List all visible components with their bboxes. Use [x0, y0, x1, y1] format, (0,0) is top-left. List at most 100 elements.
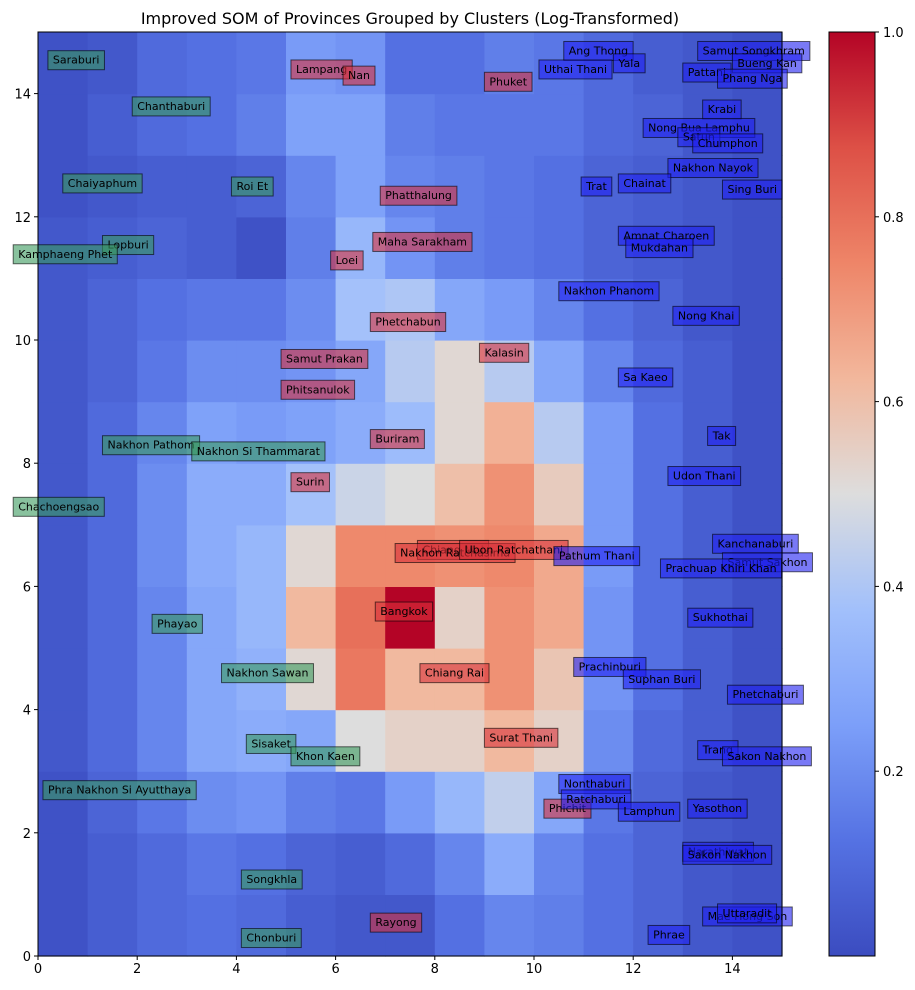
province-label: Loei	[330, 250, 364, 271]
svg-text:Sukhothai: Sukhothai	[693, 611, 748, 624]
svg-text:Phrae: Phrae	[653, 928, 685, 941]
svg-text:Lamphun: Lamphun	[623, 805, 675, 818]
heatmap-cell	[87, 648, 138, 711]
svg-text:Nakhon Phanom: Nakhon Phanom	[564, 285, 654, 298]
province-label: Nakhon Sawan	[221, 663, 314, 684]
heatmap-cell	[137, 32, 188, 95]
heatmap-cell	[583, 401, 634, 464]
heatmap-cell	[186, 709, 237, 772]
svg-text:Yasothon: Yasothon	[692, 802, 742, 815]
province-label: Nonthaburi	[558, 774, 631, 795]
svg-text:Sakon Nakhon: Sakon Nakhon	[688, 848, 767, 861]
heatmap-cell	[335, 155, 386, 218]
y-tick-label: 2	[23, 827, 31, 842]
heatmap-cell	[633, 586, 684, 649]
x-tick-label: 6	[331, 962, 339, 977]
svg-text:Trat: Trat	[585, 180, 607, 193]
svg-text:Loei: Loei	[336, 254, 359, 267]
x-tick-label: 14	[724, 962, 741, 977]
province-label: Prachuap Khiri Khan	[659, 558, 783, 579]
svg-text:Bueng Kan: Bueng Kan	[737, 57, 796, 70]
heatmap-cell	[137, 832, 188, 895]
heatmap-cell	[732, 401, 783, 464]
heatmap-cell	[38, 832, 89, 895]
svg-text:Suphan Buri: Suphan Buri	[628, 673, 695, 686]
province-label: Buriram	[369, 429, 425, 450]
heatmap-cell	[385, 463, 436, 526]
heatmap-cell	[186, 155, 237, 218]
heatmap-cell	[583, 463, 634, 526]
svg-text:Sa Kaeo: Sa Kaeo	[623, 371, 668, 384]
heatmap-cell	[534, 463, 585, 526]
heatmap-cell	[434, 832, 485, 895]
province-label: Sing Buri	[721, 179, 783, 200]
x-tick-label: 8	[431, 962, 439, 977]
heatmap-cell	[434, 463, 485, 526]
colorbar-tick-label: 0.8	[883, 211, 904, 226]
heatmap-cell	[286, 586, 337, 649]
svg-text:Samut Prakan: Samut Prakan	[286, 352, 363, 365]
province-label: Phuket	[483, 71, 533, 92]
colorbar-tick-label: 1.0	[883, 26, 904, 41]
heatmap-cell	[385, 93, 436, 156]
svg-text:Kalasin: Kalasin	[484, 346, 523, 359]
heatmap-cell	[236, 463, 287, 526]
colorbar-tick-label: 0.2	[883, 765, 904, 780]
heatmap-cell	[434, 401, 485, 464]
province-label: Phatthalung	[379, 185, 458, 206]
heatmap-cell	[87, 340, 138, 403]
heatmap-cell	[186, 524, 237, 587]
province-label: Phetchaburi	[726, 684, 804, 705]
colorbar-tick-label: 0.6	[883, 396, 904, 411]
heatmap-cell	[186, 463, 237, 526]
heatmap-cell	[732, 216, 783, 279]
heatmap-cell	[385, 832, 436, 895]
province-label: Saraburi	[47, 50, 105, 71]
x-tick-label: 12	[625, 962, 642, 977]
heatmap-cell	[38, 586, 89, 649]
province-label: Nakhon Phanom	[558, 281, 660, 302]
heatmap-cell	[87, 709, 138, 772]
svg-text:Pathum Thani: Pathum Thani	[559, 550, 635, 563]
heatmap-cell	[732, 340, 783, 403]
heatmap-cell	[633, 401, 684, 464]
heatmap-cell	[732, 278, 783, 341]
y-tick-label: 4	[23, 704, 31, 719]
heatmap-cell	[137, 463, 188, 526]
province-label: Nakhon Si Thammarat	[191, 441, 326, 462]
province-label: Surin	[290, 472, 330, 493]
heatmap-cell	[484, 155, 535, 218]
heatmap-cell	[534, 894, 585, 957]
heatmap-cell	[484, 832, 535, 895]
heatmap-cell	[137, 648, 188, 711]
province-label: Ratchaburi	[560, 789, 632, 810]
heatmap-cell	[38, 93, 89, 156]
heatmap-cell	[633, 832, 684, 895]
heatmap-cell	[534, 340, 585, 403]
svg-text:Prachuap Khiri Khan: Prachuap Khiri Khan	[665, 562, 776, 575]
plot-frame	[37, 31, 783, 957]
heatmap-cell	[385, 709, 436, 772]
province-label: Sakon Nakhon	[721, 746, 812, 767]
heatmap-cell	[186, 278, 237, 341]
province-label: Chiang Rai	[419, 663, 490, 684]
heatmap-cell	[434, 32, 485, 95]
svg-text:Sakon Nakhon: Sakon Nakhon	[727, 750, 806, 763]
svg-text:Phetchaburi: Phetchaburi	[732, 688, 798, 701]
svg-text:Tak: Tak	[712, 429, 732, 442]
heatmap-cell	[484, 894, 535, 957]
heatmap-cell	[236, 340, 287, 403]
province-label: Kanchanaburi	[712, 533, 799, 554]
province-label: Kamphaeng Phet	[12, 244, 118, 265]
heatmap-cell	[434, 709, 485, 772]
chart-title: Improved SOM of Provinces Grouped by Clu…	[141, 9, 679, 28]
heatmap-cell	[484, 93, 535, 156]
svg-text:Phayao: Phayao	[157, 617, 198, 630]
heatmap-cell	[38, 524, 89, 587]
svg-text:Ubon Ratchathani: Ubon Ratchathani	[465, 543, 564, 556]
province-label: Krabi	[702, 99, 742, 120]
svg-text:Surat Thani: Surat Thani	[489, 731, 553, 744]
heatmap-cell	[335, 93, 386, 156]
province-label: Surat Thani	[483, 727, 559, 748]
svg-text:Lampang: Lampang	[296, 63, 347, 76]
